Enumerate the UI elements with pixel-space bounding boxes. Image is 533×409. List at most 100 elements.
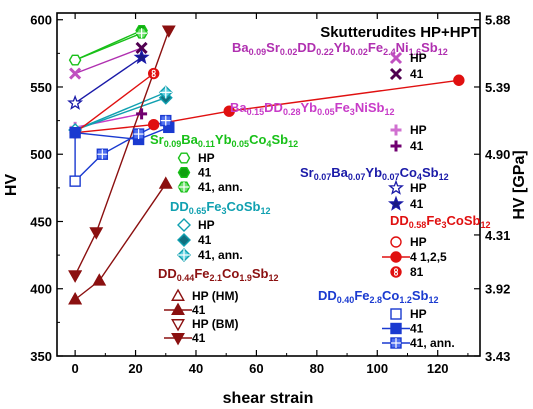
- data-point-dd0-44fe2-1co1-9sb12-41: [89, 227, 104, 240]
- marker-detail: [394, 271, 398, 276]
- legend-heading-part: Co: [400, 165, 417, 180]
- y2-axis-title: HV [GPa]: [511, 150, 528, 219]
- legend-heading-part: Fe: [206, 199, 221, 214]
- y2-tick-label: 5.88: [485, 13, 510, 28]
- marker-shape: [390, 236, 402, 248]
- legend-heading-part: DD: [318, 288, 337, 303]
- legend-label-sr0-07ba0-07yb0-07co4sb12-hp: HP: [410, 181, 427, 195]
- legend-heading-part: 0.22: [316, 47, 334, 57]
- data-point-dd0-40fe2-8co1-2sb12-41: [69, 127, 81, 139]
- legend-marker-dd0-44fe2-1co1-9sb12-41: [171, 302, 185, 315]
- marker-shape: [68, 292, 83, 305]
- legend-heading-part: 12: [288, 139, 298, 149]
- data-point-sr0-07ba0-07yb0-07co4sb12-41: [133, 49, 150, 65]
- legend-heading-part: 3: [221, 206, 226, 216]
- legend-heading-part: 12: [268, 273, 278, 283]
- legend-label-dd0-65fe3cosb12-41: 41: [198, 233, 212, 247]
- legend-label-dd0-44fe2-1co1-9sb12-hp-hm: HP (HM): [192, 289, 238, 303]
- legend-heading-dd0-40fe2-8co1-2sb12: DD0.40Fe2.8Co1.2Sb12: [318, 288, 439, 305]
- y-tick-label: 350: [30, 349, 52, 364]
- series-line-dd0-44fe2-1co1-9sb12-41: [74, 183, 167, 301]
- marker-shape: [158, 176, 173, 189]
- legend-label-sr0-07ba0-07yb0-07co4sb12-41: 41: [410, 197, 424, 211]
- legend-marker-ba0-09sr0-02dd0-22yb0-02fe2-4ni1-6sb12-41: [389, 67, 403, 81]
- legend-heading-part: 0.05: [232, 139, 250, 149]
- y-tick-label: 450: [30, 214, 52, 229]
- y2-tick-label: 3.43: [485, 349, 510, 364]
- legend-marker-ba0-15dd0-28yb0-05fe3nisb12-41: [390, 140, 402, 152]
- legend-label-dd0-44fe2-1co1-9sb12-41: 41: [192, 331, 206, 345]
- y2-tick-label: 4.31: [485, 228, 510, 243]
- legend-heading-part: Yb: [215, 132, 232, 147]
- data-point-dd0-40fe2-8co1-2sb12-41-ann: [96, 148, 109, 160]
- legend-heading-part: 0.07: [314, 172, 332, 182]
- legend-label-dd0-65fe3cosb12-41-ann: 41, ann.: [198, 248, 243, 262]
- legend-marker-ba0-15dd0-28yb0-05fe3nisb12-hp: [390, 124, 402, 136]
- marker-shape: [171, 333, 185, 346]
- data-point-ba0-09sr0-02dd0-22yb0-02fe2-4ni1-6sb12-41: [135, 41, 148, 55]
- legend-heading-part: Sr: [266, 40, 280, 55]
- data-point-sr0-09ba0-11yb0-05co4sb12-hp: [68, 54, 82, 66]
- marker-shape: [69, 175, 81, 187]
- legend-marker-dd0-65fe3cosb12-41: [177, 233, 191, 247]
- legend-label-dd0-58fe3cosb12-hp: HP: [410, 235, 427, 249]
- marker-shape: [390, 251, 402, 263]
- legend-heading-part: 0.09: [164, 139, 182, 149]
- marker-shape: [388, 195, 404, 211]
- legend-heading-dd0-44fe2-1co1-9sb12: DD0.44Fe2.1Co1.9Sb12: [158, 266, 279, 283]
- legend-heading-part: Co: [249, 132, 266, 147]
- legend-marker-dd0-44fe2-1co1-9sb12-41: [171, 333, 185, 346]
- legend-heading-part: 0.65: [189, 206, 207, 216]
- legend-marker-dd0-44fe2-1co1-9sb12-hp-hm: [171, 288, 185, 301]
- data-point-dd0-44fe2-1co1-9sb12-41: [92, 273, 107, 286]
- legend-heading-ba0-15dd0-28yb0-05fe3nisb12: Ba0.15DD0.28Yb0.05Fe3NiSb12: [230, 100, 394, 117]
- y2-tick-label: 3.92: [485, 282, 510, 297]
- legend-heading-part: 12: [428, 295, 438, 305]
- legend-heading-part: 2.8: [369, 295, 382, 305]
- marker-shape: [177, 218, 191, 232]
- marker-shape: [135, 41, 148, 55]
- legend-heading-part: Ba: [181, 132, 198, 147]
- legend-heading-part: Ba: [230, 100, 247, 115]
- marker-shape: [68, 270, 83, 283]
- x-tick-label: 120: [427, 361, 449, 376]
- legend-heading-part: 1.9: [239, 273, 252, 283]
- legend-heading-part: 4: [417, 172, 422, 182]
- marker-shape: [390, 308, 402, 320]
- legend-heading-part: 3: [350, 107, 355, 117]
- data-point-dd0-44fe2-1co1-9sb12-41: [68, 292, 83, 305]
- series-line-dd0-65fe3cosb12-41-ann: [74, 91, 167, 131]
- marker-shape: [147, 118, 160, 131]
- legend-heading-part: 3: [441, 220, 446, 230]
- chart-title: Skutterudites HP+HPT: [320, 24, 480, 41]
- legend-label-ba0-09sr0-02dd0-22yb0-02fe2-4ni1-6sb12-41: 41: [410, 67, 424, 81]
- legend-heading-dd0-65fe3cosb12: DD0.65Fe3CoSb12: [170, 199, 270, 216]
- legend-heading-part: DD: [170, 199, 189, 214]
- legend-heading-part: 12: [480, 220, 490, 230]
- data-point-ba0-15dd0-28yb0-05fe3nisb12-41: [136, 108, 148, 120]
- marker-shape: [388, 179, 404, 195]
- marker-shape: [68, 54, 82, 66]
- legend-heading-part: 0.02: [280, 47, 298, 57]
- legend-heading-part: Ni: [396, 40, 409, 55]
- legend-heading-part: Co: [382, 288, 399, 303]
- marker-shape: [390, 322, 402, 335]
- legend-heading-part: CoSb: [227, 199, 261, 214]
- series-line-dd0-65fe3cosb12-41: [74, 97, 167, 131]
- x-tick-label: 100: [366, 361, 388, 376]
- data-point-sr0-07ba0-07yb0-07co4sb12-hp: [67, 94, 84, 110]
- marker-detail: [151, 73, 156, 78]
- legend-label-dd0-40fe2-8co1-2sb12-41: 41: [410, 322, 424, 336]
- data-point-dd0-44fe2-1co1-9sb12-41: [158, 176, 173, 189]
- series-line-ba0-09sr0-02dd0-22yb0-02fe2-4ni1-6sb12-41: [74, 47, 142, 75]
- marker-shape: [171, 288, 185, 301]
- legend-label-sr0-09ba0-11yb0-05co4sb12-41: 41: [198, 166, 212, 180]
- x-tick-label: 40: [189, 361, 203, 376]
- y2-tick-label: 5.39: [485, 80, 510, 95]
- legend-heading-part: Fe: [426, 213, 441, 228]
- data-point-dd0-58fe3cosb12-81: [147, 67, 160, 80]
- legend-label-sr0-09ba0-11yb0-05co4sb12-hp: HP: [198, 151, 215, 165]
- legend-heading-part: CoSb: [447, 213, 481, 228]
- legend-marker-sr0-07ba0-07yb0-07co4sb12-hp: [388, 179, 404, 195]
- plot-frame: [56, 12, 481, 357]
